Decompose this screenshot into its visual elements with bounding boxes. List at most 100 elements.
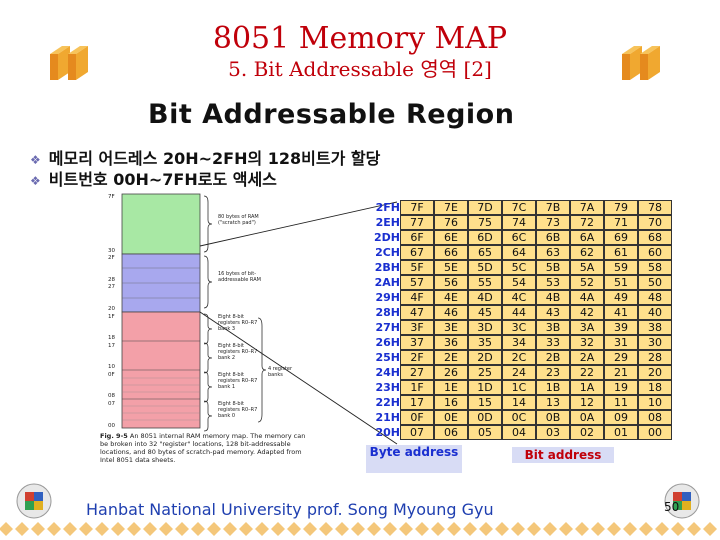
diamond-shape bbox=[303, 522, 317, 536]
bit-address-cell: 31 bbox=[604, 335, 638, 350]
bit-address-cell: 00 bbox=[638, 425, 672, 440]
bit-address-cell: 26 bbox=[434, 365, 468, 380]
byte-address-cell: 2CH bbox=[375, 246, 400, 259]
diamond-shape bbox=[287, 522, 301, 536]
bit-address-cell: 0C bbox=[502, 410, 536, 425]
bit-address-cell: 02 bbox=[570, 425, 604, 440]
bit-address-legend: Bit address bbox=[512, 447, 614, 463]
bit-address-cell: 4A bbox=[570, 290, 604, 305]
bit-address-cell: 55 bbox=[468, 275, 502, 290]
addr-label: 18 bbox=[108, 335, 115, 341]
diamond-shape bbox=[207, 522, 221, 536]
bit-address-cell: 3B bbox=[536, 320, 570, 335]
bit-address-cell: 3C bbox=[502, 320, 536, 335]
bit-address-cell: 0D bbox=[468, 410, 502, 425]
byte-address-cell: 2EH bbox=[375, 216, 400, 229]
diamond-shape bbox=[575, 522, 589, 536]
bit-address-cell: 7D bbox=[468, 200, 502, 215]
bit-address-cell: 68 bbox=[638, 230, 672, 245]
bit-address-cell: 15 bbox=[468, 395, 502, 410]
bit-address-cell: 32 bbox=[570, 335, 604, 350]
bit-address-cell: 61 bbox=[604, 245, 638, 260]
byte-address-cell: 2BH bbox=[374, 261, 400, 274]
diamond-bullet-icon: ❖ bbox=[30, 153, 41, 167]
diamond-shape bbox=[527, 522, 541, 536]
bit-address-cell: 40 bbox=[638, 305, 672, 320]
bit-address-cell: 59 bbox=[604, 260, 638, 275]
bit-address-cell: 2B bbox=[536, 350, 570, 365]
bank1-label: Eight 8-bit registers R0–R7 bank 1 bbox=[218, 372, 258, 390]
memory-map-diagram: 7F 30 2F 28 27 20 1F 18 17 10 0F 08 07 0… bbox=[108, 193, 267, 432]
diamond-shape bbox=[687, 522, 701, 536]
diamond-shape bbox=[623, 522, 637, 536]
figure-caption: Fig. 9-5 An 8051 internal RAM memory map… bbox=[100, 432, 315, 464]
byte-address-cell: 29H bbox=[375, 291, 400, 304]
bit-address-cell: 5E bbox=[434, 260, 468, 275]
bullet-text: 메모리 어드레스 20H~2FH의 128비트가 할당 bbox=[48, 149, 381, 168]
addr-label: 20 bbox=[108, 306, 115, 312]
bit-address-cell: 3A bbox=[570, 320, 604, 335]
slide-subtitle: 5. Bit Addressable 영역 [2] bbox=[228, 57, 492, 81]
diamond-shape bbox=[111, 522, 125, 536]
bit-address-cell: 4B bbox=[536, 290, 570, 305]
addr-label: 28 bbox=[108, 277, 115, 283]
bit-address-cell: 2E bbox=[434, 350, 468, 365]
byte-address-cell: 24H bbox=[375, 366, 400, 379]
addr-label: 0F bbox=[108, 372, 115, 378]
bit-address-cell: 78 bbox=[638, 200, 672, 215]
bitaddr-label: 16 bytes of bit-addressable RAM bbox=[218, 271, 261, 283]
byte-address-cell: 23H bbox=[375, 381, 400, 394]
bit-address-cell: 5B bbox=[536, 260, 570, 275]
diamond-shape bbox=[351, 522, 365, 536]
bit-address-cell: 16 bbox=[434, 395, 468, 410]
diamond-shape bbox=[431, 522, 445, 536]
bit-address-cell: 2A bbox=[570, 350, 604, 365]
bank0-label: Eight 8-bit registers R0–R7 bank 0 bbox=[218, 401, 258, 419]
bit-address-cell: 24 bbox=[502, 365, 536, 380]
bit-address-cell: 45 bbox=[468, 305, 502, 320]
bit-address-cell: 19 bbox=[604, 380, 638, 395]
bit-address-cell: 3D bbox=[468, 320, 502, 335]
bit-address-cell: 30 bbox=[638, 335, 672, 350]
bit-address-cell: 48 bbox=[638, 290, 672, 305]
bit-address-cell: 49 bbox=[604, 290, 638, 305]
bit-address-cell: 2F bbox=[400, 350, 434, 365]
addr-label: 00 bbox=[108, 423, 115, 429]
bit-address-cell: 1A bbox=[570, 380, 604, 395]
bank2-label: Eight 8-bit registers R0–R7 bank 2 bbox=[218, 343, 258, 361]
diamond-shape bbox=[511, 522, 525, 536]
bit-address-cell: 21 bbox=[604, 365, 638, 380]
bit-address-cell: 6A bbox=[570, 230, 604, 245]
byte-address-cell: 28H bbox=[375, 306, 400, 319]
bit-address-cell: 75 bbox=[468, 215, 502, 230]
bit-address-cell: 1C bbox=[502, 380, 536, 395]
bit-address-cell: 44 bbox=[502, 305, 536, 320]
diamond-shape bbox=[703, 522, 717, 536]
diamond-shape bbox=[655, 522, 669, 536]
addr-label: 1F bbox=[108, 314, 115, 320]
bit-region-lines bbox=[122, 267, 200, 299]
diamond-shape bbox=[607, 522, 621, 536]
bit-address-cell: 71 bbox=[604, 215, 638, 230]
bit-address-cell: 17 bbox=[400, 395, 434, 410]
bit-address-cell: 06 bbox=[434, 425, 468, 440]
byte-address-cell: 22H bbox=[375, 396, 400, 409]
region-braces bbox=[203, 195, 267, 432]
diamond-shape bbox=[399, 522, 413, 536]
figure-caption-text: An 8051 internal RAM memory map. The mem… bbox=[100, 432, 306, 464]
scratch-pad-region bbox=[121, 193, 201, 255]
byte-address-cell: 21H bbox=[375, 411, 400, 424]
bit-address-cell: 73 bbox=[536, 215, 570, 230]
bit-address-cell: 4D bbox=[468, 290, 502, 305]
register-lines bbox=[122, 377, 200, 421]
bullet-item: ❖ 메모리 어드레스 20H~2FH의 128비트가 할당 bbox=[30, 145, 380, 169]
diamond-shape bbox=[15, 522, 29, 536]
bit-address-cell: 20 bbox=[638, 365, 672, 380]
diamond-shape bbox=[671, 522, 685, 536]
diamond-shape bbox=[63, 522, 77, 536]
bit-address-cell: 08 bbox=[638, 410, 672, 425]
register-banks-label: 4 register banks bbox=[268, 366, 293, 378]
byte-address-cell: 2DH bbox=[374, 231, 400, 244]
diamond-shape bbox=[255, 522, 269, 536]
bit-address-cell: 22 bbox=[570, 365, 604, 380]
